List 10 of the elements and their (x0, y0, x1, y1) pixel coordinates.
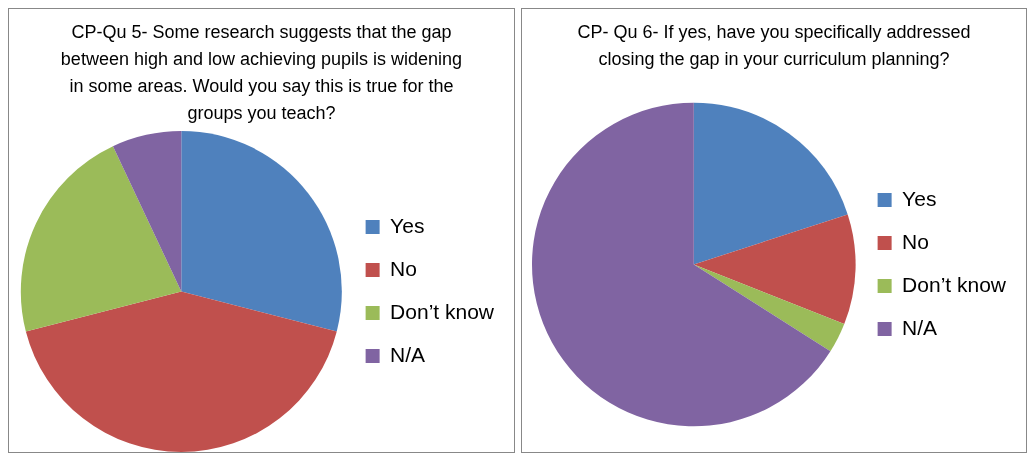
legend-label: Yes (902, 186, 937, 210)
legend-label: No (902, 229, 929, 253)
legend-label: N/A (390, 342, 426, 366)
legend-label: No (390, 256, 417, 280)
chart-title: CP-Qu 5- Some research suggests that the gap between high and low achieving pupils is widening in some areas. Would you say this is true for the groups you teach? (59, 21, 464, 125)
legend-label: Don’t know (902, 272, 1007, 296)
legend-label: Yes (390, 213, 425, 237)
chart-title: CP- Qu 6- If yes, have you specifically addressed closing the gap in your curriculum planning? (576, 21, 972, 71)
legend-label: Don’t know (390, 299, 495, 323)
legend-label: N/A (902, 315, 938, 339)
